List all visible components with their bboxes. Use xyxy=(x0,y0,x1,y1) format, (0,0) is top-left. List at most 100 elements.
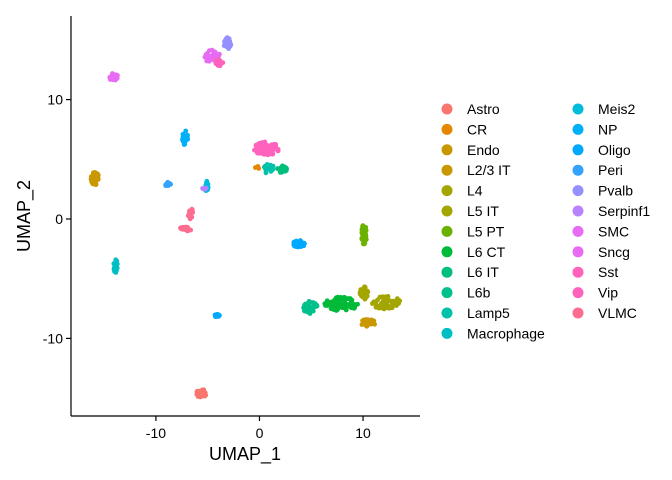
legend-item: CR xyxy=(441,121,487,137)
data-point xyxy=(360,223,366,229)
legend-label: SMC xyxy=(598,223,629,239)
data-point xyxy=(277,166,283,171)
data-point xyxy=(364,323,370,329)
data-point xyxy=(278,170,283,175)
legend-key xyxy=(441,225,453,237)
data-point xyxy=(200,185,206,191)
data-point xyxy=(212,312,218,318)
data-point xyxy=(306,307,312,313)
data-point xyxy=(256,166,262,171)
x-tick-label: 10 xyxy=(355,425,371,441)
data-point xyxy=(205,50,210,56)
y-tick-label: 0 xyxy=(55,211,63,227)
series-endo xyxy=(88,170,101,188)
data-point xyxy=(112,77,118,83)
data-point xyxy=(224,35,230,41)
data-point xyxy=(310,308,316,314)
data-point xyxy=(349,297,355,303)
legend-key xyxy=(572,103,584,115)
legend-key xyxy=(572,287,584,299)
data-point xyxy=(262,163,268,169)
legend-item: L6 IT xyxy=(441,264,499,280)
data-point xyxy=(256,141,262,147)
legend-key xyxy=(441,327,453,339)
legend-key xyxy=(572,266,584,278)
data-point xyxy=(332,297,337,303)
legend-label: L5 PT xyxy=(467,223,505,239)
x-tick-label: -10 xyxy=(146,425,166,441)
legend-key xyxy=(441,144,453,156)
legend-key xyxy=(572,123,584,135)
legend-label: L2/3 IT xyxy=(467,162,511,178)
legend-item: L6b xyxy=(441,285,491,301)
data-point xyxy=(165,182,171,188)
data-point xyxy=(349,305,355,311)
legend-key xyxy=(441,103,453,115)
series-astro xyxy=(194,387,209,400)
data-point xyxy=(302,302,307,308)
legend-key xyxy=(441,266,453,278)
data-point xyxy=(227,42,233,48)
series-peri xyxy=(163,179,173,189)
data-point xyxy=(183,128,189,134)
data-point xyxy=(270,151,276,157)
series-pvalb xyxy=(221,35,234,52)
legend-item: Macrophage xyxy=(441,325,545,341)
data-point xyxy=(113,260,119,266)
data-point xyxy=(272,146,277,152)
legend-item: Astro xyxy=(441,101,500,117)
series-np xyxy=(180,128,191,147)
data-point xyxy=(302,241,307,246)
data-point xyxy=(306,300,312,305)
legend-key xyxy=(441,287,453,299)
legend-key xyxy=(441,185,453,197)
legend-key xyxy=(572,185,584,197)
series-l6-ct xyxy=(322,294,360,313)
data-point xyxy=(337,295,342,301)
legend-label: Oligo xyxy=(598,142,631,158)
legend-label: Meis2 xyxy=(598,101,636,117)
legend-label: Astro xyxy=(467,101,500,117)
legend-label: Serpinf1 xyxy=(598,203,650,219)
legend-label: Pvalb xyxy=(598,183,633,199)
legend-item: L6 CT xyxy=(441,244,506,260)
legend-item: Peri xyxy=(572,162,623,178)
data-point xyxy=(93,174,99,180)
legend-label: L6 IT xyxy=(467,264,499,280)
data-point xyxy=(291,243,297,249)
x-tick-label: 0 xyxy=(256,425,264,441)
y-tick-label: -10 xyxy=(43,330,63,346)
series-sncg xyxy=(202,47,222,65)
data-point xyxy=(183,226,189,232)
legend-item: VLMC xyxy=(572,305,637,321)
legend-item: Meis2 xyxy=(572,101,636,117)
series-oligo xyxy=(212,238,307,320)
data-point xyxy=(263,170,269,176)
data-point xyxy=(197,392,203,398)
legend-item: L4 xyxy=(441,183,483,199)
legend-key xyxy=(572,225,584,237)
data-point xyxy=(364,293,370,299)
data-point xyxy=(180,131,186,137)
data-point xyxy=(357,291,363,297)
series-smc xyxy=(107,71,120,83)
legend-item: L5 PT xyxy=(441,223,505,239)
legend-label: Macrophage xyxy=(467,325,545,341)
series-cr xyxy=(252,164,262,171)
legend-key xyxy=(572,164,584,176)
legend-item: Vip xyxy=(572,285,618,301)
x-axis-title: UMAP_1 xyxy=(209,444,281,465)
data-point xyxy=(385,303,391,309)
data-point xyxy=(210,55,216,61)
data-point xyxy=(346,302,351,308)
legend-key xyxy=(572,144,584,156)
series-l5-it xyxy=(357,284,371,302)
data-point xyxy=(203,185,209,191)
legend-label: CR xyxy=(467,121,487,137)
y-axis-ticks: -10 0 10 xyxy=(43,92,71,346)
legend-key xyxy=(572,205,584,217)
series-sst xyxy=(252,139,281,158)
y-tick-label: 10 xyxy=(47,92,63,108)
legend-label: Sst xyxy=(598,264,618,280)
